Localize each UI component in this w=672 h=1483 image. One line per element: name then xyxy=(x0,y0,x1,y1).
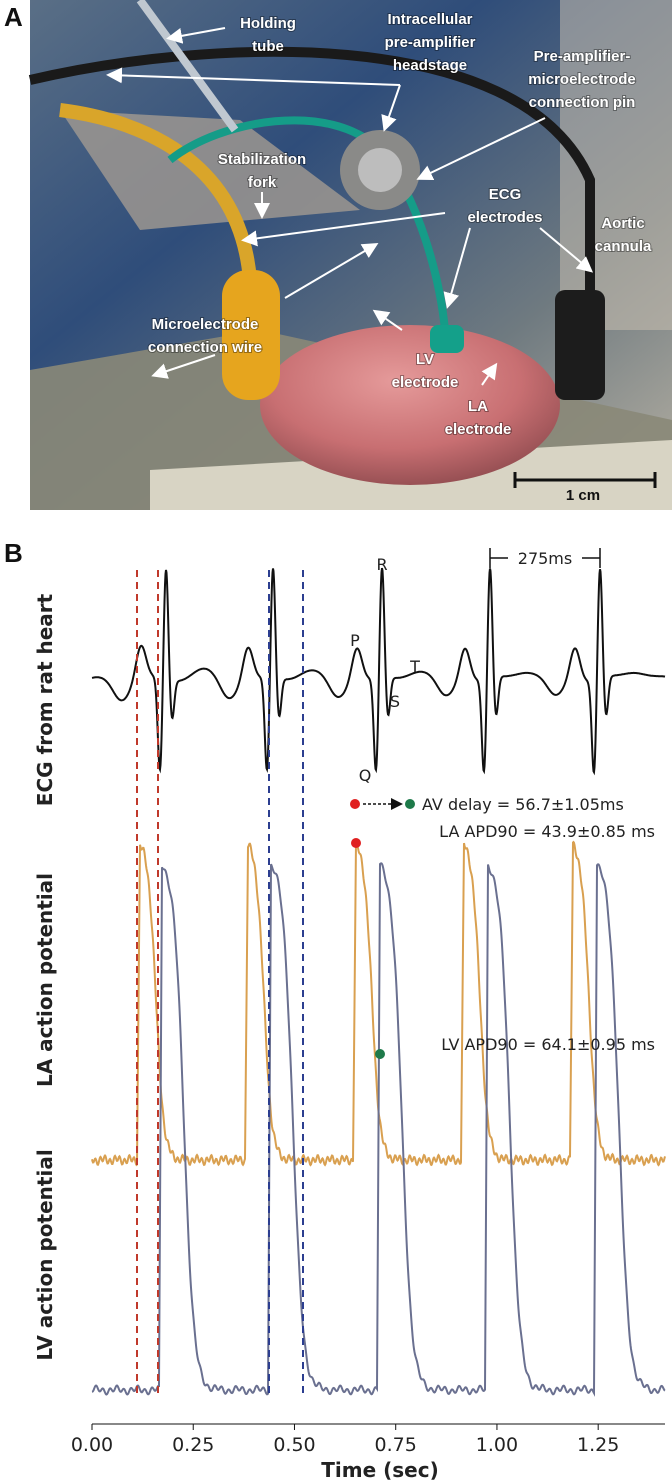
interval-bracket xyxy=(489,548,601,568)
annotation: electrodes xyxy=(467,209,542,226)
marker-dot xyxy=(405,799,415,809)
x-tick-label: 0.50 xyxy=(273,1434,315,1456)
x-tick-label: 1.00 xyxy=(476,1434,518,1456)
marker-dot xyxy=(350,799,360,809)
annotation: Stabilization xyxy=(218,151,306,168)
wave-label: Q xyxy=(359,766,372,785)
annotation: LA APD90 = 43.9±0.85 ms xyxy=(439,822,655,841)
annotation: tube xyxy=(252,38,284,55)
annotation: AV delay = 56.7±1.05ms xyxy=(422,795,624,814)
photo xyxy=(28,0,672,510)
wave-label: P xyxy=(350,631,360,650)
wave-label: R xyxy=(376,555,387,574)
marker-dot xyxy=(351,838,361,848)
ecg-trace xyxy=(91,567,666,776)
annotation: microelectrode xyxy=(528,71,636,88)
annotation: Intracellular xyxy=(387,11,472,28)
traces: ECG from rat heart LA action potential LV … xyxy=(33,548,666,1482)
annotation: ECG xyxy=(489,186,522,203)
annotation: Pre-amplifier- xyxy=(534,48,631,65)
arrows xyxy=(106,27,657,488)
lv-trace xyxy=(91,862,666,1397)
x-tick-label: 0.00 xyxy=(71,1434,113,1456)
annotation: electrode xyxy=(445,421,512,438)
y-axis-title: ECG from rat heart xyxy=(33,593,57,806)
annotation: cannula xyxy=(595,238,652,255)
y-axis-title: LV action potential xyxy=(33,1149,57,1360)
annotation: pre-amplifier xyxy=(385,34,476,51)
annotation: headstage xyxy=(393,57,467,74)
annotation: LV xyxy=(416,351,434,368)
x-tick-label: 1.25 xyxy=(577,1434,619,1456)
y-axis-title: LA action potential xyxy=(33,873,57,1087)
scale-bar-label: 1 cm xyxy=(566,487,600,504)
annotation: Holding xyxy=(240,15,296,32)
wave-label: T xyxy=(409,657,420,676)
x-tick-label: 0.75 xyxy=(375,1434,417,1456)
annotation: Microelectrode xyxy=(152,316,259,333)
annotation: LV APD90 = 64.1±0.95 ms xyxy=(441,1035,655,1054)
wave-label: S xyxy=(390,692,400,711)
annotation: connection wire xyxy=(148,339,262,356)
annotation: fork xyxy=(248,174,277,191)
annotations: Holding tube Intracellular pre-amplifier hea… xyxy=(147,10,653,439)
annotation: LA xyxy=(468,398,488,415)
interval-label: 275ms xyxy=(518,549,572,568)
marker-dot xyxy=(375,1049,385,1059)
x-axis-title: Time (sec) xyxy=(321,1458,438,1482)
panel-label: B xyxy=(4,538,23,568)
annotation: Aortic xyxy=(601,215,644,232)
annotation: electrode xyxy=(392,374,459,391)
x-tick-label: 0.25 xyxy=(172,1434,214,1456)
annotation: connection pin xyxy=(529,94,636,111)
panel-label: A xyxy=(4,2,23,32)
